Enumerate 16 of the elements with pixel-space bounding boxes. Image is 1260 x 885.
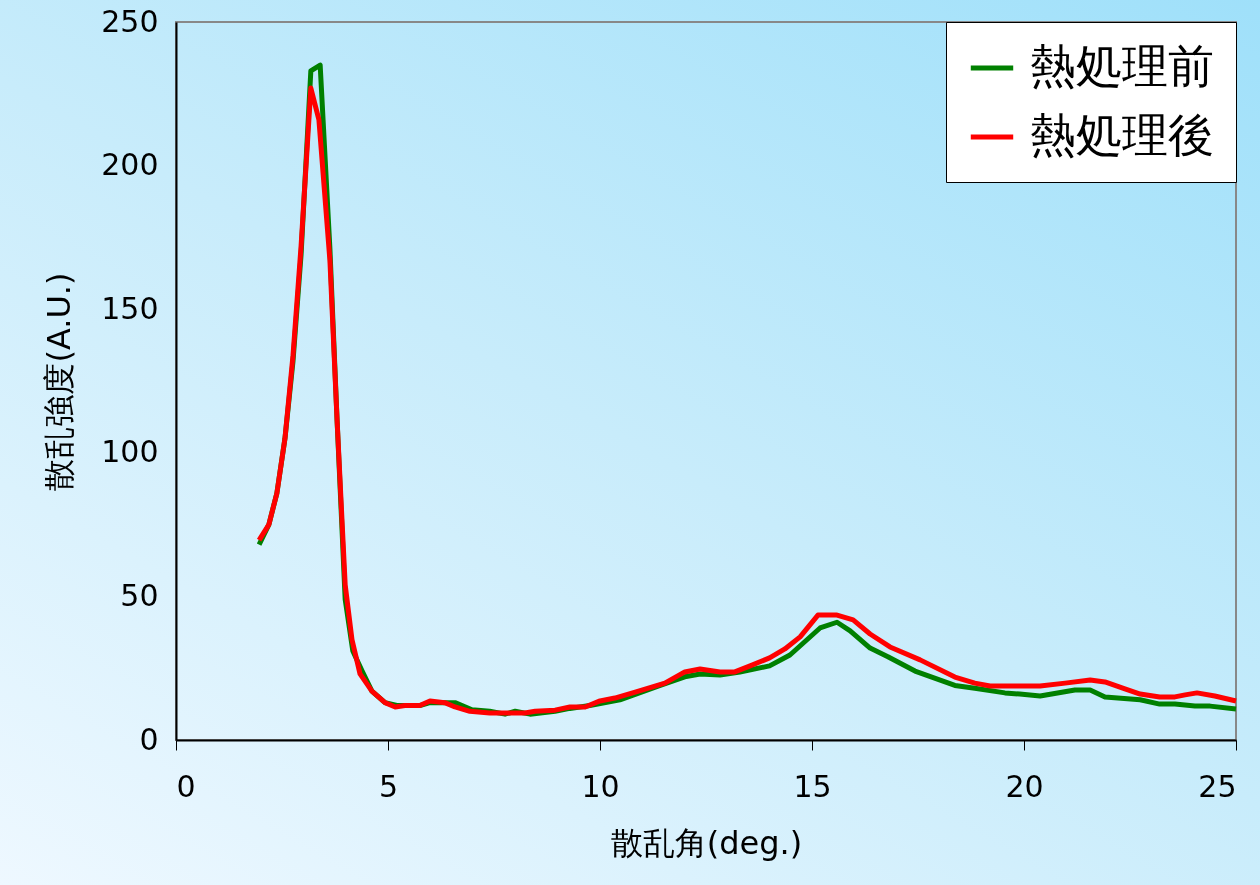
y-tick-label: 150	[101, 290, 159, 326]
y-tick-label: 50	[120, 577, 159, 613]
x-tick-label: 25	[1198, 768, 1237, 804]
y-tick-label: 200	[101, 147, 159, 183]
x-tick-label: 20	[1005, 768, 1044, 804]
x-tick-label: 15	[793, 768, 832, 804]
x-tick-label: 10	[581, 768, 620, 804]
y-tick-label: 250	[101, 3, 159, 39]
y-tick-label: 0	[139, 721, 159, 757]
y-tick-label: 100	[101, 434, 159, 470]
y-axis-title: 散乱強度(A.U.)	[40, 272, 79, 491]
x-tick-label: 0	[176, 768, 196, 804]
legend-label: 熱処理前	[1030, 39, 1214, 93]
x-axis-title: 散乱角(deg.)	[610, 823, 803, 862]
legend-label: 熱処理後	[1030, 108, 1214, 162]
x-tick-label: 5	[378, 768, 399, 804]
